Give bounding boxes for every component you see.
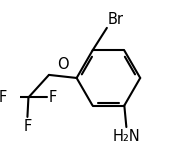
Text: O: O [57,57,69,72]
Text: F: F [0,90,7,105]
Text: Br: Br [108,12,124,27]
Text: H₂N: H₂N [112,129,140,144]
Text: F: F [48,90,57,105]
Text: F: F [23,119,31,134]
